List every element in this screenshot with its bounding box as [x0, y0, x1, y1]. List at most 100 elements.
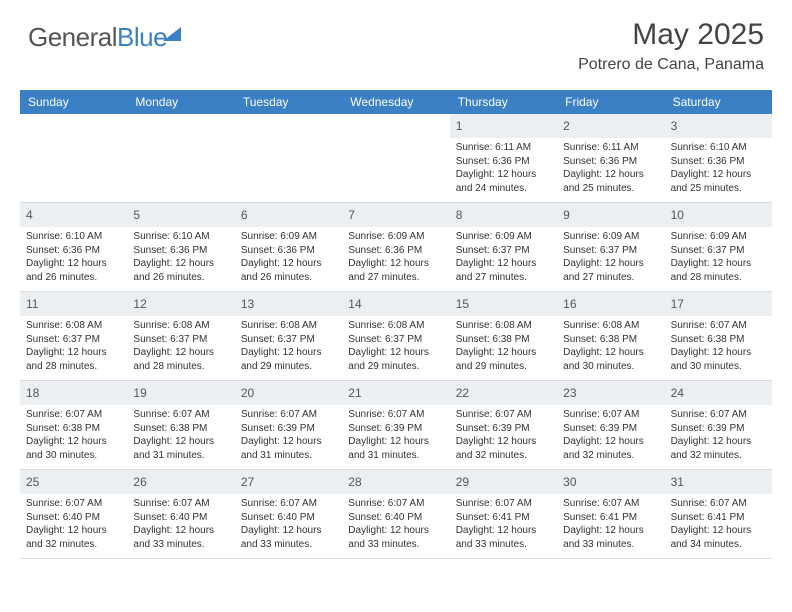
- day-info: Sunrise: 6:11 AMSunset: 6:36 PMDaylight:…: [563, 141, 658, 195]
- sunset-line: Sunset: 6:38 PM: [26, 422, 121, 436]
- daylight-line: Daylight: 12 hours and 34 minutes.: [671, 524, 766, 551]
- sunset-line: Sunset: 6:36 PM: [671, 155, 766, 169]
- day-number: 8: [456, 208, 463, 222]
- day-info: Sunrise: 6:09 AMSunset: 6:37 PMDaylight:…: [456, 230, 551, 284]
- day-number: 21: [348, 386, 361, 400]
- day-number: 25: [26, 475, 39, 489]
- day-number: 6: [241, 208, 248, 222]
- day-number-row: 22: [450, 381, 557, 405]
- day-number-row: 7: [342, 203, 449, 227]
- weekday-header: Monday: [127, 90, 234, 114]
- sunset-line: Sunset: 6:36 PM: [133, 244, 228, 258]
- day-number-row: 30: [557, 470, 664, 494]
- calendar-day-cell: [127, 114, 234, 202]
- sunset-line: Sunset: 6:38 PM: [456, 333, 551, 347]
- day-number-row: [342, 114, 449, 138]
- daylight-line: Daylight: 12 hours and 33 minutes.: [456, 524, 551, 551]
- sunset-line: Sunset: 6:39 PM: [456, 422, 551, 436]
- day-number-row: 17: [665, 292, 772, 316]
- sunrise-line: Sunrise: 6:07 AM: [26, 408, 121, 422]
- sunrise-line: Sunrise: 6:09 AM: [348, 230, 443, 244]
- logo-text-blue: Blue: [117, 22, 167, 52]
- sunset-line: Sunset: 6:39 PM: [671, 422, 766, 436]
- day-number: [133, 119, 136, 133]
- day-number: 2: [563, 119, 570, 133]
- sunrise-line: Sunrise: 6:07 AM: [241, 497, 336, 511]
- day-info: Sunrise: 6:07 AMSunset: 6:40 PMDaylight:…: [241, 497, 336, 551]
- calendar-week-row: 18Sunrise: 6:07 AMSunset: 6:38 PMDayligh…: [20, 381, 772, 470]
- day-number: [241, 119, 244, 133]
- daylight-line: Daylight: 12 hours and 32 minutes.: [671, 435, 766, 462]
- calendar-day-cell: 31Sunrise: 6:07 AMSunset: 6:41 PMDayligh…: [665, 470, 772, 558]
- day-info: Sunrise: 6:08 AMSunset: 6:37 PMDaylight:…: [26, 319, 121, 373]
- day-number: 30: [563, 475, 576, 489]
- calendar-day-cell: 25Sunrise: 6:07 AMSunset: 6:40 PMDayligh…: [20, 470, 127, 558]
- day-number-row: 29: [450, 470, 557, 494]
- day-number-row: 10: [665, 203, 772, 227]
- day-number: 11: [26, 297, 38, 311]
- calendar-day-cell: 1Sunrise: 6:11 AMSunset: 6:36 PMDaylight…: [450, 114, 557, 202]
- sunrise-line: Sunrise: 6:07 AM: [563, 408, 658, 422]
- sunrise-line: Sunrise: 6:08 AM: [348, 319, 443, 333]
- day-info: Sunrise: 6:07 AMSunset: 6:40 PMDaylight:…: [348, 497, 443, 551]
- daylight-line: Daylight: 12 hours and 32 minutes.: [456, 435, 551, 462]
- sunrise-line: Sunrise: 6:07 AM: [133, 497, 228, 511]
- calendar-day-cell: 26Sunrise: 6:07 AMSunset: 6:40 PMDayligh…: [127, 470, 234, 558]
- calendar-day-cell: 2 Sunrise: 6:11 AMSunset: 6:36 PMDaylight…: [557, 114, 664, 202]
- day-number: 17: [671, 297, 684, 311]
- calendar-day-cell: 13Sunrise: 6:08 AMSunset: 6:37 PMDayligh…: [235, 292, 342, 380]
- sunset-line: Sunset: 6:37 PM: [563, 244, 658, 258]
- calendar-day-cell: 21 Sunrise: 6:07 AMSunset: 6:39 PMDayligh…: [342, 381, 449, 469]
- day-info: Sunrise: 6:07 AMSunset: 6:39 PMDaylight:…: [671, 408, 766, 462]
- sunrise-line: Sunrise: 6:07 AM: [26, 497, 121, 511]
- daylight-line: Daylight: 12 hours and 33 minutes.: [241, 524, 336, 551]
- daylight-line: Daylight: 12 hours and 24 minutes.: [456, 168, 551, 195]
- sunrise-line: Sunrise: 6:07 AM: [456, 408, 551, 422]
- day-number-row: [235, 114, 342, 138]
- sunrise-line: Sunrise: 6:10 AM: [133, 230, 228, 244]
- day-number-row: 16: [557, 292, 664, 316]
- day-number: 7: [348, 208, 355, 222]
- day-info: Sunrise: 6:08 AMSunset: 6:37 PMDaylight:…: [348, 319, 443, 373]
- calendar-day-cell: 16Sunrise: 6:08 AMSunset: 6:38 PMDayligh…: [557, 292, 664, 380]
- day-info: Sunrise: 6:07 AMSunset: 6:40 PMDaylight:…: [133, 497, 228, 551]
- daylight-line: Daylight: 12 hours and 33 minutes.: [563, 524, 658, 551]
- daylight-line: Daylight: 12 hours and 25 minutes.: [563, 168, 658, 195]
- daylight-line: Daylight: 12 hours and 28 minutes.: [671, 257, 766, 284]
- day-number: 20: [241, 386, 254, 400]
- sunrise-line: Sunrise: 6:07 AM: [348, 497, 443, 511]
- day-info: Sunrise: 6:10 AMSunset: 6:36 PMDaylight:…: [671, 141, 766, 195]
- sunrise-line: Sunrise: 6:08 AM: [241, 319, 336, 333]
- sunrise-line: Sunrise: 6:09 AM: [563, 230, 658, 244]
- day-number-row: 13: [235, 292, 342, 316]
- day-info: Sunrise: 6:07 AMSunset: 6:41 PMDaylight:…: [563, 497, 658, 551]
- day-number-row: 18: [20, 381, 127, 405]
- sunrise-line: Sunrise: 6:09 AM: [241, 230, 336, 244]
- day-number: 29: [456, 475, 469, 489]
- weekday-header: Tuesday: [235, 90, 342, 114]
- weekday-header: Thursday: [450, 90, 557, 114]
- daylight-line: Daylight: 12 hours and 30 minutes.: [671, 346, 766, 373]
- sunrise-line: Sunrise: 6:07 AM: [456, 497, 551, 511]
- day-number: 23: [563, 386, 576, 400]
- logo-sail-icon: [163, 27, 181, 41]
- day-info: Sunrise: 6:07 AMSunset: 6:41 PMDaylight:…: [456, 497, 551, 551]
- calendar-day-cell: [235, 114, 342, 202]
- day-number-row: 9: [557, 203, 664, 227]
- daylight-line: Daylight: 12 hours and 31 minutes.: [133, 435, 228, 462]
- day-number-row: 5: [127, 203, 234, 227]
- calendar-day-cell: 3Sunrise: 6:10 AMSunset: 6:36 PMDaylight…: [665, 114, 772, 202]
- calendar-day-cell: 9Sunrise: 6:09 AMSunset: 6:37 PMDaylight…: [557, 203, 664, 291]
- calendar-day-cell: [20, 114, 127, 202]
- calendar-day-cell: 10Sunrise: 6:09 AMSunset: 6:37 PMDayligh…: [665, 203, 772, 291]
- day-number-row: 20: [235, 381, 342, 405]
- calendar-day-cell: 6 Sunrise: 6:09 AMSunset: 6:36 PMDaylight…: [235, 203, 342, 291]
- day-info: Sunrise: 6:09 AMSunset: 6:36 PMDaylight:…: [241, 230, 336, 284]
- sunset-line: Sunset: 6:40 PM: [133, 511, 228, 525]
- weekday-header: Friday: [557, 90, 664, 114]
- day-number: 18: [26, 386, 39, 400]
- sunset-line: Sunset: 6:37 PM: [671, 244, 766, 258]
- day-info: Sunrise: 6:07 AMSunset: 6:39 PMDaylight:…: [348, 408, 443, 462]
- sunset-line: Sunset: 6:40 PM: [241, 511, 336, 525]
- day-number: [26, 119, 29, 133]
